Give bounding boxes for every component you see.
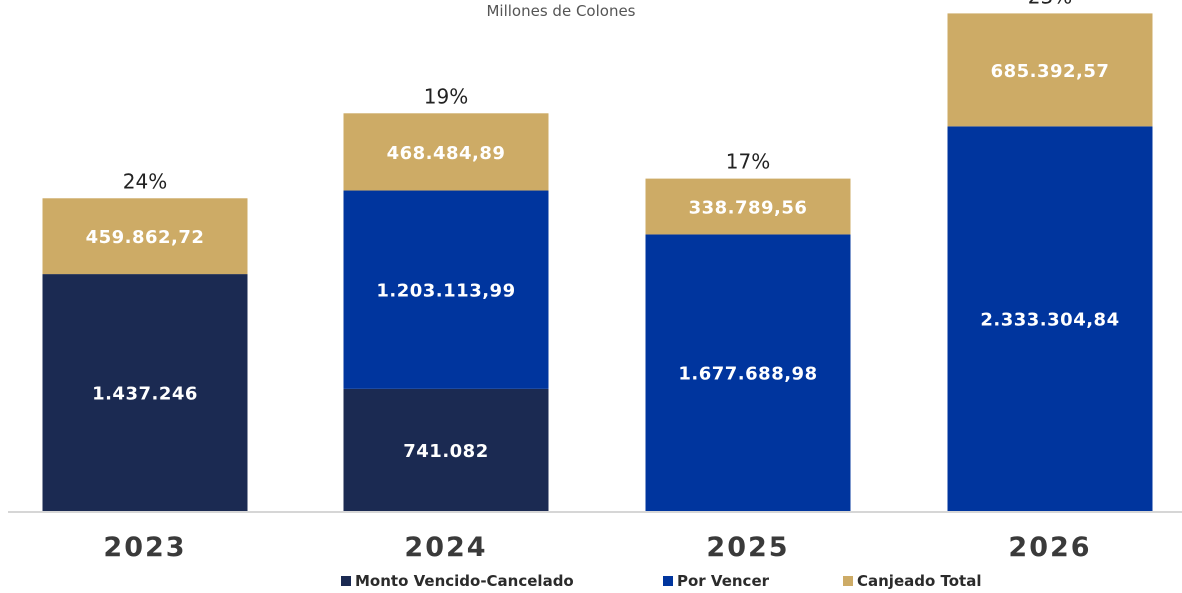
legend: Monto Vencido-Cancelado Por Vencer Canjead… — [341, 572, 982, 590]
chart-subtitle: Millones de Colones — [486, 2, 635, 20]
legend-label-0: Monto Vencido-Cancelado — [355, 572, 574, 590]
bars-group: 1.437.246 459.862,72 24% 741.082 1.203.113,9… — [42, 0, 1153, 512]
legend-label-2: Canjeado Total — [857, 572, 982, 590]
bar-2023-series-2 — [42, 198, 248, 275]
segment-label-2026-series-1: 2.333.304,84 — [980, 310, 1119, 331]
legend-label-1: Por Vencer — [677, 572, 770, 590]
bar-2024-series-0 — [343, 388, 549, 511]
segment-label-2023-series-2: 459.862,72 — [86, 227, 205, 248]
bar-2025-series-2 — [645, 178, 851, 235]
x-tick-2025: 2025 — [706, 532, 789, 563]
segment-label-2026-series-2: 685.392,57 — [991, 61, 1110, 82]
segment-label-2024-series-2: 468.484,89 — [387, 143, 506, 164]
legend-swatch-2 — [843, 576, 853, 586]
segment-label-2025-series-1: 1.677.688,98 — [678, 364, 817, 385]
segment-label-2024-series-1: 1.203.113,99 — [376, 281, 515, 302]
legend-swatch-1 — [663, 576, 673, 586]
bar-2026-series-1 — [947, 126, 1153, 511]
legend-swatch-0 — [341, 576, 351, 586]
percent-label-2023: 24% — [123, 169, 167, 193]
x-tick-2024: 2024 — [404, 532, 487, 563]
percent-label-2025: 17% — [726, 150, 770, 174]
bar-2025-series-1 — [645, 234, 851, 512]
segment-label-2023-series-0: 1.437.246 — [92, 384, 198, 405]
bar-2024-series-2 — [343, 113, 549, 191]
bar-2024-series-1 — [343, 190, 549, 389]
segment-label-2024-series-0: 741.082 — [403, 441, 488, 462]
percent-label-2026: 23% — [1028, 0, 1072, 8]
percent-label-2024: 19% — [424, 84, 468, 108]
bar-2026-series-2 — [947, 13, 1153, 127]
x-tick-2026: 2026 — [1008, 532, 1091, 563]
x-tick-labels: 2023 2024 2025 2026 — [103, 532, 1091, 563]
x-tick-2023: 2023 — [103, 532, 186, 563]
segment-label-2025-series-2: 338.789,56 — [689, 198, 808, 219]
bar-2023-series-0 — [42, 274, 248, 511]
